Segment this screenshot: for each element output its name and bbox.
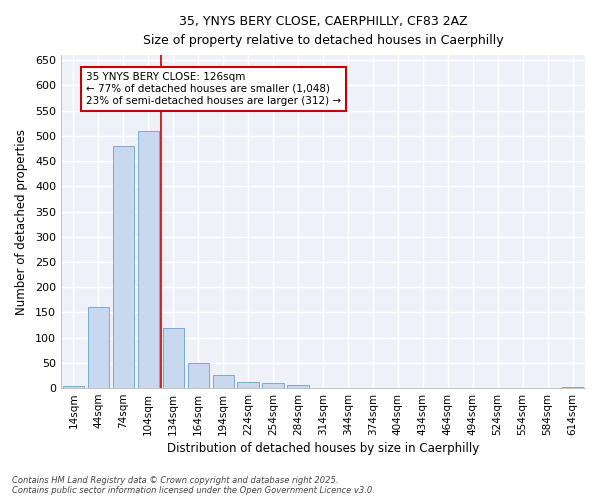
Y-axis label: Number of detached properties: Number of detached properties xyxy=(15,128,28,314)
Bar xyxy=(238,382,259,388)
Bar xyxy=(113,146,134,388)
Bar xyxy=(562,386,583,388)
Bar xyxy=(262,383,284,388)
Bar xyxy=(287,384,308,388)
Bar xyxy=(212,376,234,388)
Bar xyxy=(88,308,109,388)
Bar xyxy=(63,386,84,388)
Bar xyxy=(137,131,159,388)
X-axis label: Distribution of detached houses by size in Caerphilly: Distribution of detached houses by size … xyxy=(167,442,479,455)
Title: 35, YNYS BERY CLOSE, CAERPHILLY, CF83 2AZ
Size of property relative to detached : 35, YNYS BERY CLOSE, CAERPHILLY, CF83 2A… xyxy=(143,15,503,47)
Bar xyxy=(188,363,209,388)
Bar xyxy=(163,328,184,388)
Text: Contains HM Land Registry data © Crown copyright and database right 2025.
Contai: Contains HM Land Registry data © Crown c… xyxy=(12,476,375,495)
Text: 35 YNYS BERY CLOSE: 126sqm
← 77% of detached houses are smaller (1,048)
23% of s: 35 YNYS BERY CLOSE: 126sqm ← 77% of deta… xyxy=(86,72,341,106)
